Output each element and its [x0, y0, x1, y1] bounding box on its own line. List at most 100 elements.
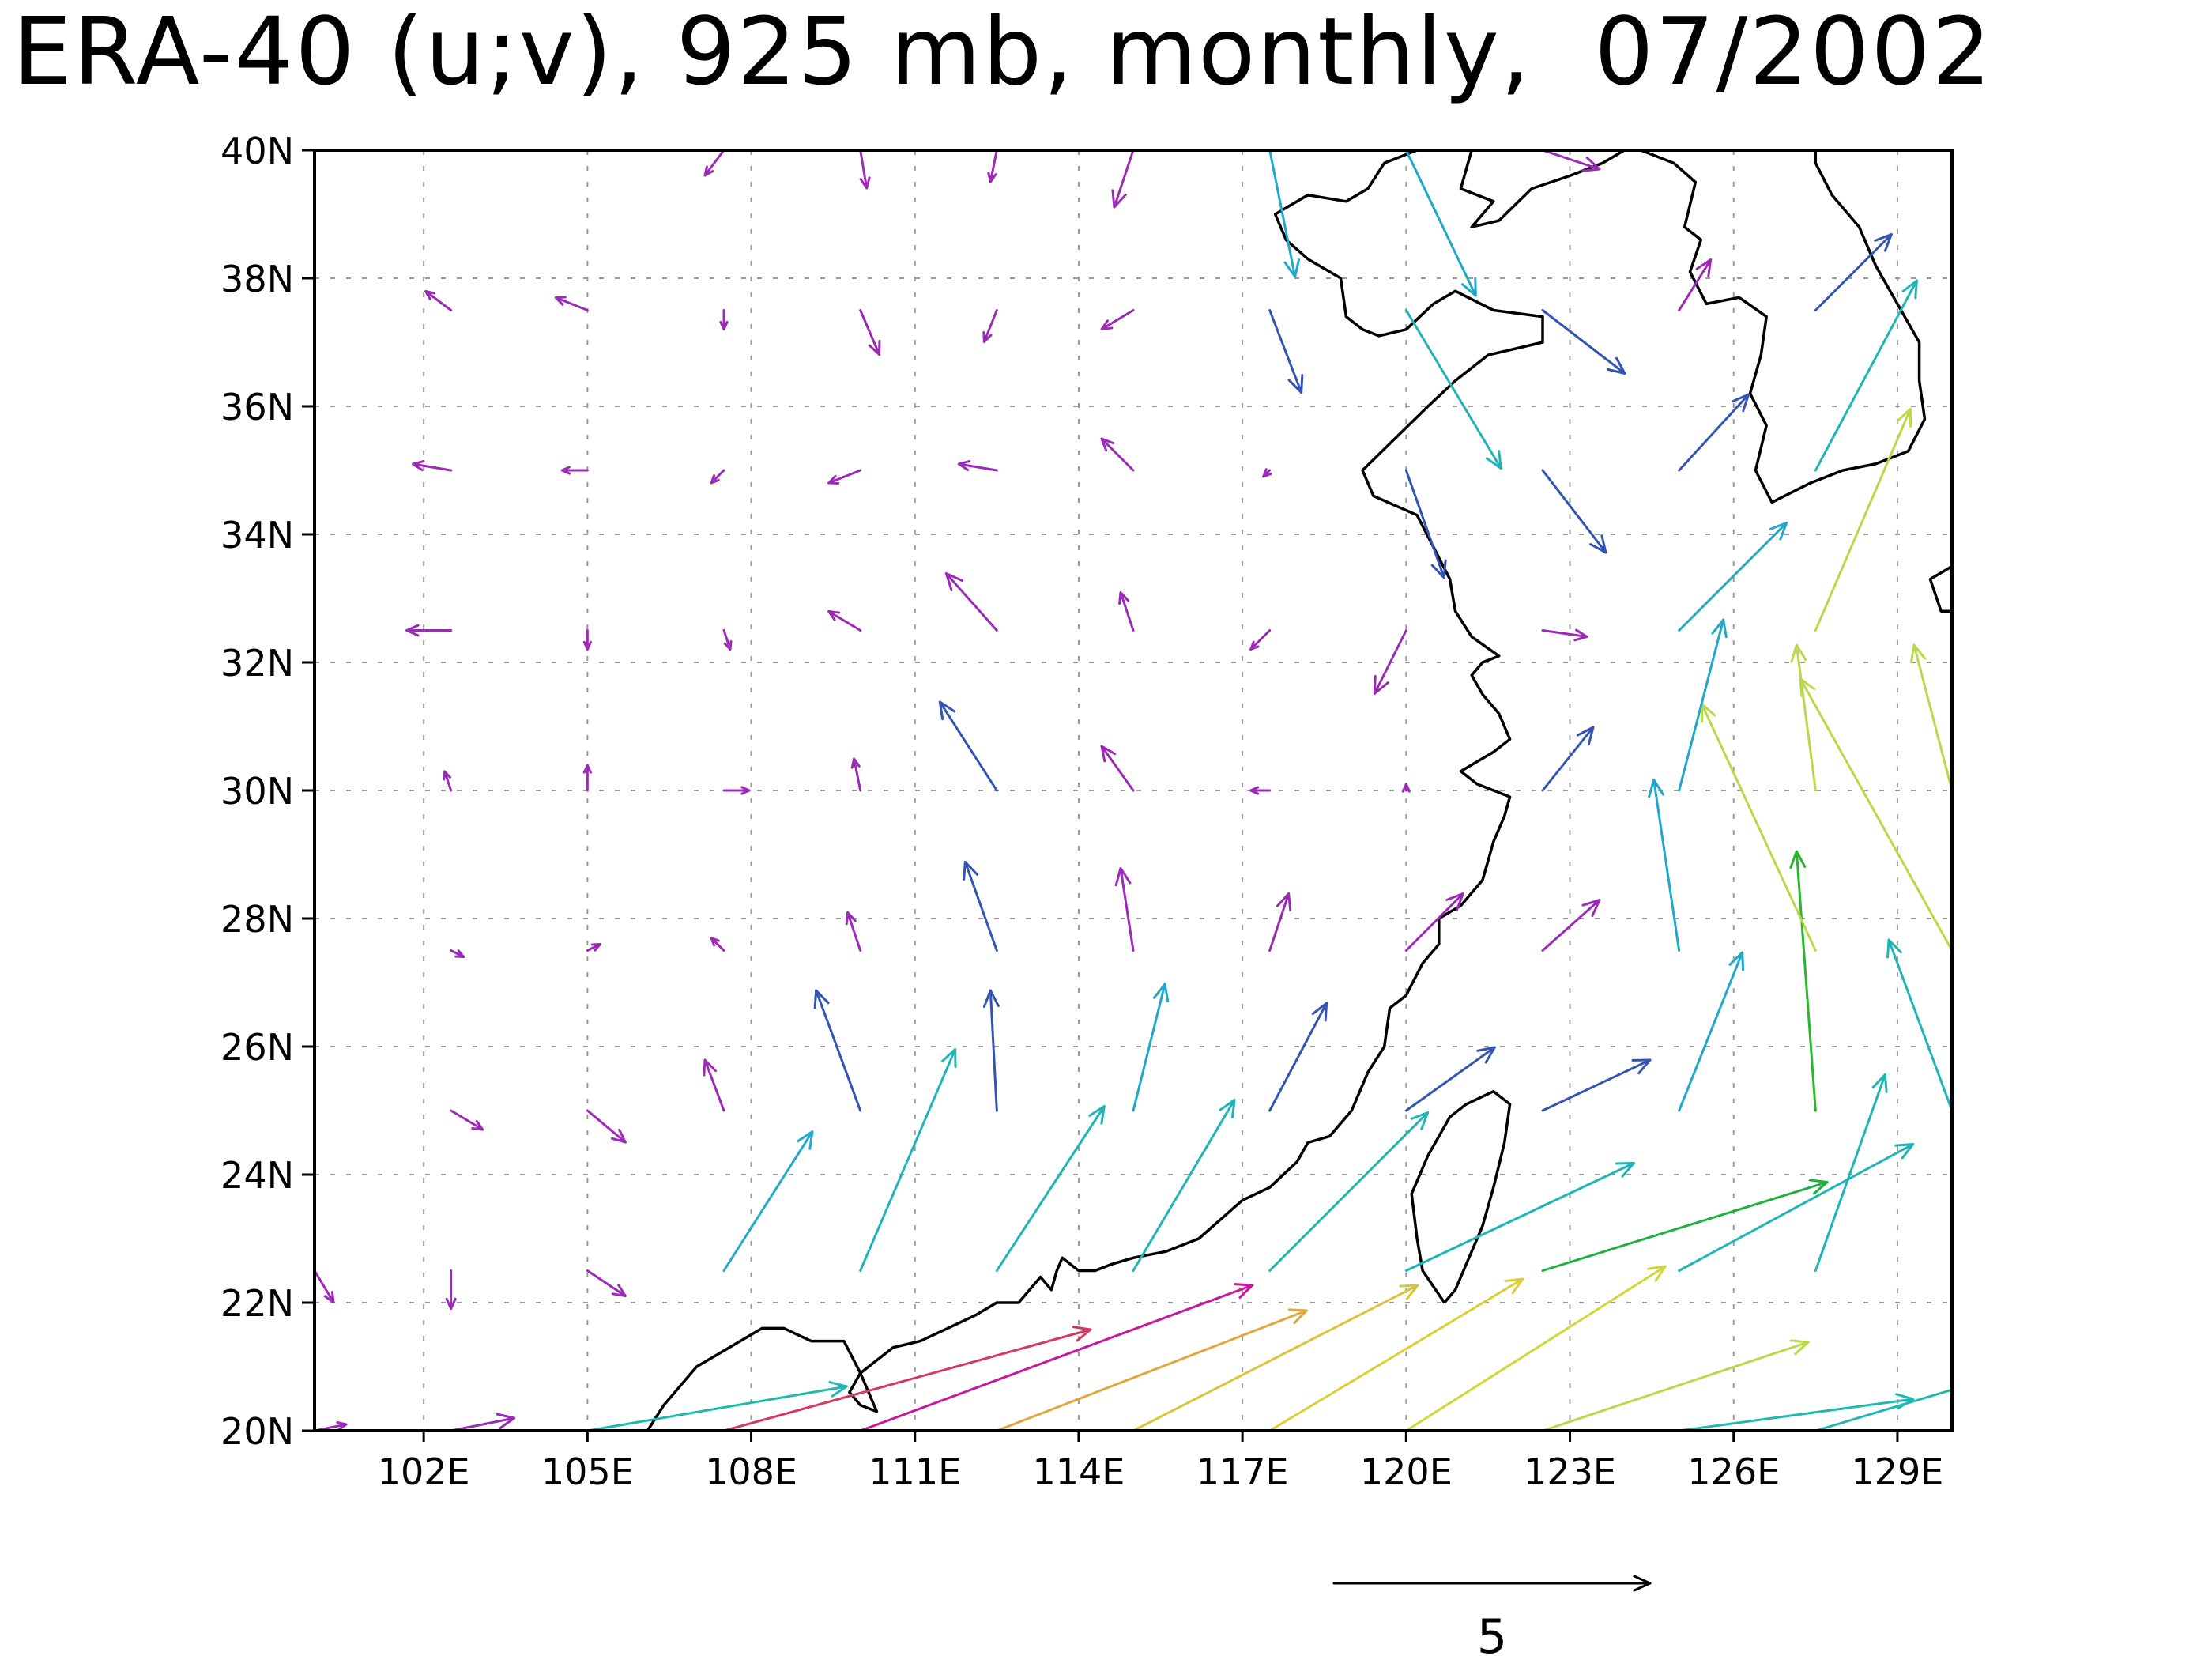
wind-vector: [703, 150, 725, 177]
wind-vector: [1814, 279, 1918, 472]
wind-vector: [1111, 150, 1135, 209]
wind-vector: [995, 1308, 1308, 1431]
wind-vector: [1541, 1058, 1652, 1112]
y-tick-label: 34N: [220, 514, 294, 556]
y-tick-label: 30N: [220, 770, 294, 813]
coastline-segment: [1459, 150, 1626, 228]
wind-vector: [1789, 850, 1817, 1112]
wind-vector: [1100, 437, 1135, 472]
wind-vector: [1541, 469, 1607, 554]
wind-vector: [1814, 1388, 1952, 1431]
wind-vector: [982, 309, 998, 343]
y-tick-label: 28N: [220, 898, 294, 941]
y-tick-label: 40N: [220, 130, 294, 172]
wind-vector: [859, 309, 881, 356]
wind-vector: [1648, 779, 1681, 952]
y-tick-label: 32N: [220, 642, 294, 685]
wind-vector: [1132, 1284, 1419, 1431]
wind-vector: [938, 700, 998, 792]
wind-vector: [719, 309, 729, 330]
wind-vector: [1268, 1277, 1524, 1431]
coastline-segment: [1928, 564, 1952, 613]
wind-vector: [1114, 867, 1135, 952]
wind-vector: [450, 1109, 484, 1131]
wind-vector: [1814, 233, 1893, 311]
wind-vector: [1541, 899, 1601, 952]
y-tick-label: 38N: [220, 258, 294, 300]
wind-vector: [845, 911, 862, 952]
wind-vector: [1249, 786, 1272, 795]
wind-vector: [1100, 745, 1135, 792]
axis-ticks: 102E 105E 108E 111E 114E 117E 120E 123E 126E 129E…: [220, 130, 1943, 1493]
wind-vector: [1790, 643, 1817, 792]
wind-vector: [1404, 469, 1447, 579]
wind-vector: [1268, 1002, 1328, 1112]
wind-vector: [1118, 591, 1135, 632]
x-tick-label: 111E: [869, 1450, 961, 1493]
wind-vector: [722, 629, 733, 651]
reference-vector-label: 5: [1477, 1609, 1507, 1656]
wind-vector: [450, 1413, 516, 1431]
wind-vector: [995, 1105, 1106, 1272]
coastline: [646, 150, 1952, 1431]
wind-vector: [1678, 258, 1713, 311]
map-title: ERA-40 (u;v), 925 mb, monthly, 07/2002: [13, 0, 1993, 106]
y-tick-label: 36N: [220, 386, 294, 428]
wind-vector: [963, 861, 998, 952]
x-tick-label: 105E: [541, 1450, 634, 1493]
wind-vector: [1799, 677, 1952, 952]
wind-vector: [1678, 618, 1728, 792]
wind-vector: [582, 764, 592, 792]
wind-vector: [586, 1381, 848, 1431]
coastline-segment: [646, 150, 1544, 1431]
wind-vector: [405, 624, 453, 637]
wind-vector: [722, 786, 751, 795]
coastline-segment: [1410, 1089, 1512, 1304]
wind-vector: [1678, 951, 1745, 1112]
wind-vector: [710, 469, 725, 485]
wind-vector: [1909, 643, 1952, 792]
wind-vector: [1541, 1179, 1829, 1272]
wind-vector: [586, 1109, 627, 1144]
wind-vector: [1700, 703, 1817, 952]
wind-vector: [1404, 1265, 1667, 1431]
wind-vector: [1262, 468, 1272, 478]
wind-vector: [1401, 783, 1411, 793]
wind-vector: [722, 1326, 1092, 1431]
wind-vector: [987, 150, 998, 183]
wind-vector: [813, 989, 862, 1112]
wind-vector: [1404, 150, 1477, 297]
wind-vector: [443, 770, 453, 792]
wind-vector: [412, 460, 453, 472]
wind-vector: [957, 460, 998, 472]
wind-vector: [1814, 408, 1912, 632]
wind-vector: [1132, 1099, 1236, 1272]
x-tick-label: 129E: [1851, 1450, 1943, 1493]
wind-vector: [859, 1283, 1254, 1431]
wind-vector: [944, 572, 998, 632]
wind-vector: [1404, 309, 1502, 470]
wind-vector: [1373, 629, 1407, 695]
wind-vector: [560, 466, 589, 475]
wind-vector: [1268, 309, 1304, 394]
wind-vector: [1678, 522, 1788, 632]
y-tick-label: 22N: [220, 1282, 294, 1325]
x-tick-label: 114E: [1032, 1450, 1125, 1493]
wind-vector: [1404, 892, 1464, 952]
x-tick-label: 108E: [705, 1450, 797, 1493]
wind-vector: [586, 1269, 627, 1297]
wind-vector: [703, 1058, 725, 1112]
wind-vector: [1541, 726, 1595, 792]
wind-vector: [850, 757, 862, 792]
wind-vector: [1678, 1143, 1915, 1272]
wind-vector: [722, 1130, 814, 1272]
wind-vector: [1541, 150, 1601, 172]
x-tick-label: 123E: [1524, 1450, 1616, 1493]
wind-vector: [1404, 1046, 1496, 1112]
wind-vector: [827, 469, 862, 485]
x-tick-label: 102E: [378, 1450, 470, 1493]
wind-vector: [586, 943, 601, 952]
wind-vector: [450, 949, 465, 958]
wind-vector: [445, 1269, 457, 1310]
